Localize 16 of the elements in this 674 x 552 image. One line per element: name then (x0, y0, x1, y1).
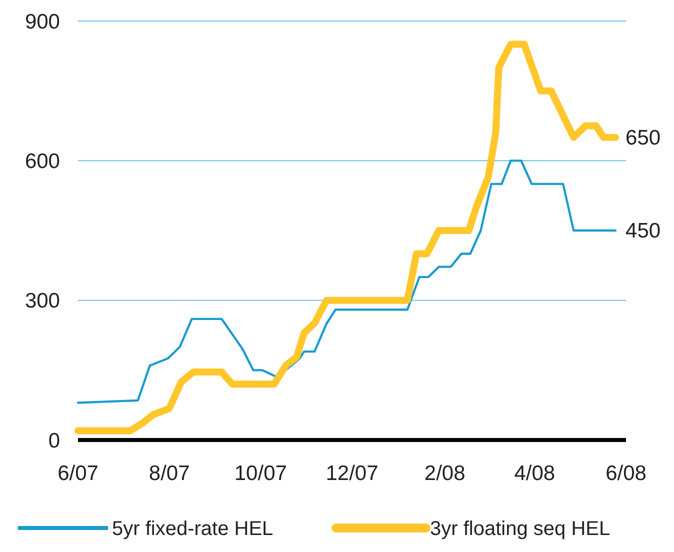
y-tick-label: 0 (48, 429, 60, 452)
y-tick-label: 900 (24, 10, 60, 34)
x-tick-label: 8/07 (148, 462, 190, 485)
legend-label: 3yr floating seq HEL (430, 518, 610, 540)
x-tick-label: 6/07 (58, 462, 98, 485)
line-series (76, 160, 617, 404)
x-tick-label: 12/07 (326, 462, 378, 485)
y-tick-label: 300 (24, 290, 60, 313)
data-label: 450 (626, 220, 661, 242)
y-tick-label: 600 (24, 150, 60, 174)
data-label: 650 (626, 126, 661, 150)
x-tick-label: 10/07 (234, 462, 287, 485)
x-tick-label: 4/08 (514, 462, 556, 485)
x-tick-label: 2/08 (424, 462, 466, 485)
legend-label: 5yr fixed-rate HEL (112, 518, 274, 540)
x-tick-label: 6/08 (606, 462, 646, 485)
